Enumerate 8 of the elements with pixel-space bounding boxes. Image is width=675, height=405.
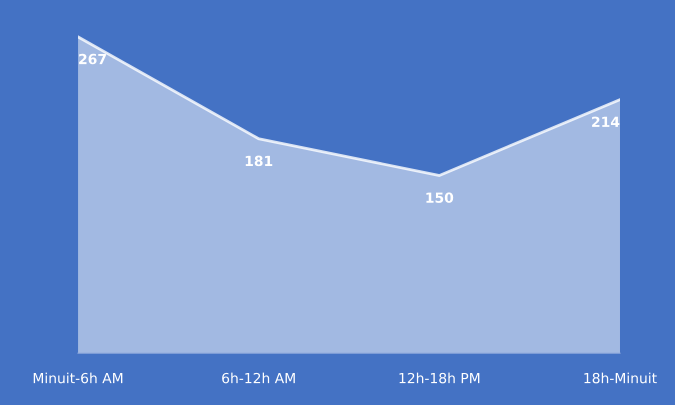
x-tick-label: 6h-12h AM (222, 372, 295, 384)
x-tick-label: 18h-Minuit (584, 372, 657, 384)
data-label: 214 (592, 116, 620, 127)
data-label: 181 (246, 156, 272, 166)
x-tick-label: 12h-18h PM (399, 372, 480, 384)
data-label: 267 (79, 54, 106, 64)
x-tick-label: Minuit-6h AM (34, 372, 122, 384)
data-label: 150 (426, 192, 454, 203)
